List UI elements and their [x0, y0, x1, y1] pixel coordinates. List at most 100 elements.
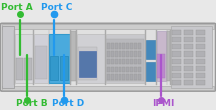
Bar [134, 43, 137, 49]
Bar [145, 30, 146, 85]
Bar [115, 59, 118, 64]
Bar [15, 34, 33, 82]
Bar [138, 43, 141, 49]
Bar [119, 43, 121, 49]
Bar [126, 74, 129, 80]
Bar [146, 40, 156, 59]
Bar [196, 51, 205, 57]
Bar [35, 46, 47, 79]
Bar [156, 30, 157, 85]
Bar [76, 30, 77, 85]
Bar [196, 73, 205, 78]
FancyBboxPatch shape [0, 23, 216, 91]
Bar [111, 51, 114, 57]
Bar [122, 74, 125, 80]
Bar [111, 74, 114, 80]
Bar [79, 51, 96, 77]
Bar [172, 44, 181, 50]
Bar [134, 51, 137, 57]
Bar [184, 37, 193, 42]
Bar [184, 80, 193, 85]
Bar [130, 43, 133, 49]
Bar [2, 24, 214, 29]
Bar [122, 43, 125, 49]
Bar [115, 51, 118, 57]
Bar [107, 74, 110, 80]
Bar [172, 80, 181, 85]
Bar [111, 43, 114, 49]
Bar [71, 31, 76, 81]
Bar [119, 51, 121, 57]
Bar [172, 73, 181, 78]
Bar [115, 43, 118, 49]
Bar [138, 51, 141, 57]
Bar [106, 39, 144, 81]
Bar [115, 67, 118, 72]
Bar [134, 67, 137, 72]
Bar [107, 59, 110, 64]
Bar [172, 59, 181, 64]
Bar [126, 59, 129, 64]
Bar [172, 37, 181, 42]
Bar [130, 67, 133, 72]
Bar [171, 26, 212, 88]
Bar [138, 74, 141, 80]
Bar [134, 74, 137, 80]
Bar [146, 62, 156, 81]
Bar [60, 56, 68, 80]
Bar [130, 74, 133, 80]
Bar [2, 26, 14, 88]
Bar [184, 66, 193, 71]
Bar [157, 31, 166, 81]
Bar [126, 67, 129, 72]
Bar [119, 59, 121, 64]
Bar [184, 30, 193, 35]
Bar [196, 80, 205, 85]
Bar [138, 59, 141, 64]
Bar [115, 74, 118, 80]
Bar [77, 34, 105, 82]
Bar [134, 59, 137, 64]
Text: Port D: Port D [52, 99, 84, 108]
Bar [196, 66, 205, 71]
Bar [184, 51, 193, 57]
Bar [78, 47, 97, 80]
Bar [122, 51, 125, 57]
Bar [138, 67, 141, 72]
Bar [172, 51, 181, 57]
Bar [196, 30, 205, 35]
Bar [130, 59, 133, 64]
Bar [122, 67, 125, 72]
Bar [105, 30, 106, 85]
Bar [50, 56, 58, 80]
Bar [49, 34, 70, 82]
Bar [33, 30, 34, 85]
Bar [24, 58, 32, 80]
Bar [14, 30, 15, 85]
Bar [126, 51, 129, 57]
Bar [111, 59, 114, 64]
Bar [111, 67, 114, 72]
Bar [107, 51, 110, 57]
Bar [184, 44, 193, 50]
Bar [184, 73, 193, 78]
Text: IPMI: IPMI [152, 99, 175, 108]
Bar [107, 43, 110, 49]
Bar [107, 67, 110, 72]
Bar [34, 34, 48, 82]
Bar [157, 54, 165, 78]
Bar [119, 67, 121, 72]
Text: Port B: Port B [16, 99, 48, 108]
Bar [167, 31, 170, 81]
Bar [122, 59, 125, 64]
Text: Port C: Port C [41, 3, 73, 12]
Bar [196, 37, 205, 42]
Bar [126, 43, 129, 49]
Bar [184, 59, 193, 64]
Bar [196, 59, 205, 64]
Bar [172, 30, 181, 35]
Text: Port A: Port A [1, 3, 33, 12]
Bar [172, 66, 181, 71]
Bar [196, 44, 205, 50]
Bar [106, 34, 145, 82]
